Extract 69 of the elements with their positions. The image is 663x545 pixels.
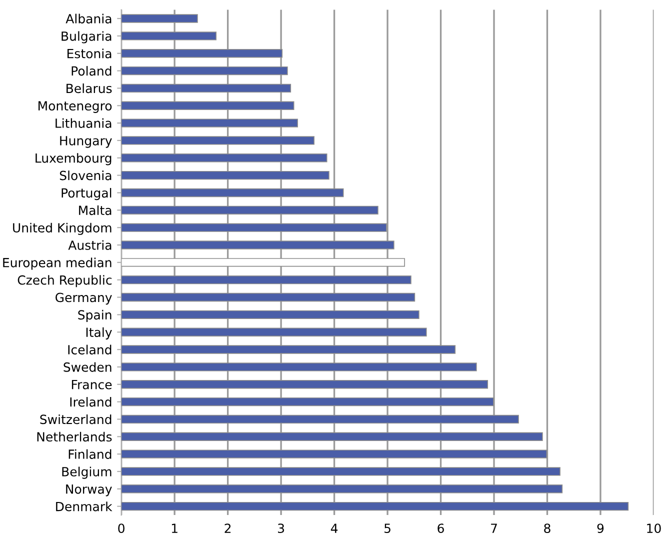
y-tick-label: Sweden — [64, 362, 112, 372]
x-tick-label: 1 — [172, 524, 178, 533]
y-tick-label: Czech Republic — [18, 275, 112, 288]
y-tick-label: Austria — [68, 240, 112, 250]
bar — [121, 450, 548, 458]
y-tick-label: Spain — [78, 310, 112, 322]
y-tick-label: Belgium — [62, 466, 112, 479]
x-tick-label: 6 — [438, 524, 444, 534]
y-tick-label: Netherlands — [37, 432, 112, 442]
bar — [121, 206, 378, 214]
bar — [121, 432, 543, 441]
y-tick-label: Hungary — [60, 136, 112, 148]
bar — [121, 32, 217, 40]
x-tick-label: 5 — [384, 524, 390, 534]
bar — [121, 101, 294, 110]
bar — [121, 258, 405, 267]
x-tick-label: 8 — [544, 524, 550, 534]
bar — [121, 467, 560, 476]
y-tick-label: Portugal — [62, 188, 112, 200]
y-tick-label: Italy — [86, 327, 112, 340]
bar — [121, 328, 427, 336]
y-tick-label: France — [72, 380, 112, 390]
bar — [121, 345, 456, 354]
bar — [121, 240, 394, 250]
bar — [121, 66, 288, 76]
bar — [121, 136, 314, 145]
bar — [121, 276, 412, 284]
bar — [121, 154, 328, 162]
y-tick-label: Estonia — [68, 48, 112, 58]
y-tick-label: Lithuania — [56, 118, 112, 128]
bar — [121, 118, 298, 128]
bar — [121, 484, 563, 494]
x-tick-label: 9 — [597, 524, 604, 534]
y-tick-label: Iceland — [68, 344, 112, 354]
y-tick-label: Slovenia — [60, 170, 112, 180]
bar — [121, 380, 488, 389]
y-tick-label: Norway — [66, 484, 112, 496]
y-tick-label: Montenegro — [38, 101, 112, 113]
bar — [121, 397, 494, 406]
x-tick-label: 4 — [330, 524, 338, 533]
y-tick-label: Belarus — [66, 83, 112, 94]
bar — [121, 49, 283, 58]
y-tick-label: Poland — [72, 66, 112, 76]
x-tick-label: 2 — [224, 524, 231, 533]
y-tick-label: European median — [3, 258, 112, 270]
x-tick-label: 3 — [278, 524, 284, 534]
bar — [121, 362, 477, 372]
y-tick-label: Denmark — [56, 502, 112, 512]
y-tick-label: Ireland — [70, 397, 112, 407]
y-tick-label: Germany — [56, 292, 112, 305]
y-tick-label: Bulgaria — [62, 31, 112, 44]
y-tick-label: Luxembourg — [36, 153, 112, 166]
y-tick-label: United Kingdom — [13, 222, 112, 235]
y-tick-label: Albania — [66, 14, 112, 24]
bar — [121, 170, 330, 180]
bar — [121, 292, 416, 302]
bar — [121, 502, 629, 511]
y-tick-label: Switzerland — [40, 414, 112, 424]
x-tick-label: 10 — [647, 524, 661, 534]
bar — [121, 414, 519, 424]
bar — [121, 223, 387, 232]
bar — [121, 84, 292, 93]
x-tick-label: 7 — [491, 524, 497, 533]
y-tick-label: Malta — [79, 205, 112, 216]
y-tick-label: Finland — [68, 449, 112, 459]
bar — [121, 188, 344, 198]
x-tick-label: 0 — [118, 524, 124, 534]
bar — [121, 310, 420, 320]
bar — [121, 14, 198, 23]
